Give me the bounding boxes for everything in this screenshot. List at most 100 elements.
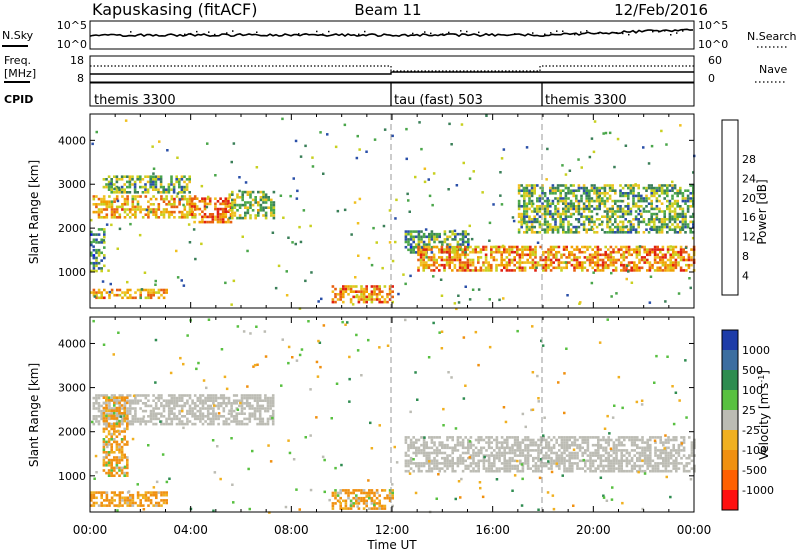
echo-cell xyxy=(581,441,584,444)
echo-cell xyxy=(625,256,628,259)
echo-cell xyxy=(487,269,490,272)
echo-cell xyxy=(601,197,604,200)
echo-cell xyxy=(212,394,215,397)
echo-cell xyxy=(134,210,137,214)
echo-cell xyxy=(608,210,612,213)
echo-cell xyxy=(243,417,246,421)
echo-cell xyxy=(551,199,555,203)
echo-cell xyxy=(612,451,616,455)
echo-cell xyxy=(651,263,654,267)
echo-cell xyxy=(623,449,626,452)
echo-cell xyxy=(601,202,604,205)
echo-cell xyxy=(123,402,127,405)
echo-cell xyxy=(446,456,449,460)
echo-cell xyxy=(608,220,612,224)
echo-cell xyxy=(542,454,545,457)
echo-cell xyxy=(245,399,249,402)
echo-cell xyxy=(235,422,239,426)
echo-cell xyxy=(546,202,549,205)
echo-cell xyxy=(601,263,605,267)
echo-cell xyxy=(141,216,145,219)
echo-cell xyxy=(296,189,299,193)
echo-cell xyxy=(451,232,454,236)
echo-cell xyxy=(118,461,121,464)
echo-cell xyxy=(441,243,444,246)
echo-cell xyxy=(690,263,693,267)
echo-cell xyxy=(559,197,562,200)
echo-cell xyxy=(469,245,472,249)
echo-cell xyxy=(438,263,441,267)
echo-cell xyxy=(221,215,225,219)
echo-cell xyxy=(131,183,134,186)
echo-cell xyxy=(224,207,228,211)
echo-cell xyxy=(523,215,526,218)
echo-cell xyxy=(559,223,562,226)
echo-cell xyxy=(560,256,563,259)
echo-cell xyxy=(407,443,410,447)
echo-cell xyxy=(321,455,325,459)
echo-cell xyxy=(412,235,415,239)
echo-cell xyxy=(640,212,643,216)
echo-cell xyxy=(335,382,339,385)
echo-cell xyxy=(154,404,158,408)
echo-cell xyxy=(661,263,665,267)
echo-cell xyxy=(375,241,378,244)
echo-cell xyxy=(529,449,532,452)
echo-cell xyxy=(428,194,432,198)
echo-cell xyxy=(102,417,106,420)
echo-cell xyxy=(525,223,529,226)
echo-cell xyxy=(648,301,652,304)
echo-cell xyxy=(110,491,114,494)
echo-cell xyxy=(113,407,116,410)
echo-cell xyxy=(651,467,655,470)
echo-cell xyxy=(271,396,275,400)
echo-cell xyxy=(627,270,630,273)
echo-cell xyxy=(241,198,244,202)
echo-cell xyxy=(625,245,628,249)
echo-cell xyxy=(592,150,596,154)
echo-cell xyxy=(625,436,629,439)
echo-cell xyxy=(550,462,553,465)
echo-cell xyxy=(685,469,688,473)
echo-cell xyxy=(637,194,640,198)
echo-cell xyxy=(525,184,529,187)
echo-cell xyxy=(160,197,163,201)
echo-cell xyxy=(485,436,488,439)
echo-cell xyxy=(269,417,272,421)
echo-cell xyxy=(619,184,622,187)
velocity-echoes xyxy=(90,318,696,514)
echo-cell xyxy=(627,194,630,198)
echo-cell xyxy=(97,213,101,216)
echo-cell xyxy=(565,441,569,444)
echo-cell xyxy=(467,449,470,452)
echo-cell xyxy=(420,235,423,239)
echo-cell xyxy=(564,261,568,264)
echo-cell xyxy=(466,253,470,257)
echo-cell xyxy=(409,230,413,233)
echo-cell xyxy=(604,263,607,267)
echo-cell xyxy=(567,202,570,205)
echo-cell xyxy=(331,298,335,301)
echo-cell xyxy=(107,438,111,441)
echo-cell xyxy=(261,404,265,408)
echo-cell xyxy=(649,436,652,439)
echo-cell xyxy=(603,215,607,218)
echo-cell xyxy=(95,269,98,273)
echo-cell xyxy=(572,225,575,229)
echo-cell xyxy=(645,199,648,203)
echo-cell xyxy=(477,459,480,463)
echo-cell xyxy=(567,192,570,195)
echo-cell xyxy=(269,404,272,408)
echo-cell xyxy=(115,425,119,428)
echo-cell xyxy=(671,186,674,190)
echo-cell xyxy=(162,404,166,408)
echo-cell xyxy=(480,436,483,439)
echo-cell xyxy=(110,191,113,194)
echo-cell xyxy=(95,291,98,294)
echo-cell xyxy=(435,451,439,455)
echo-cell xyxy=(448,258,451,262)
echo-cell xyxy=(118,401,121,405)
echo-cell xyxy=(573,456,577,460)
echo-cell xyxy=(673,218,677,221)
echo-cell xyxy=(677,449,681,452)
